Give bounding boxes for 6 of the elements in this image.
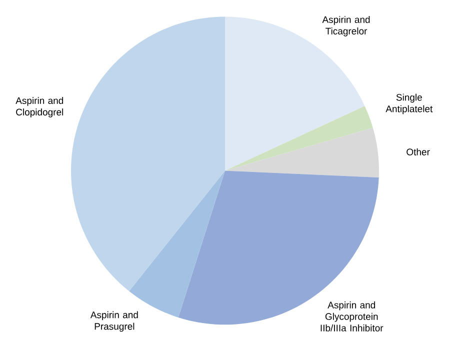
slice-label: Single Antiplatelet	[386, 94, 433, 114]
slice-label: Aspirin and Glycoprotein IIb/IIIa Inhibitor	[320, 301, 384, 332]
slice-label: Aspirin and Ticagrelor	[322, 16, 370, 36]
slice-label: Aspirin and Prasugrel	[90, 311, 138, 332]
slice-label: Aspirin and Clopidogrel	[16, 97, 64, 118]
slice-label: Other	[406, 148, 430, 156]
